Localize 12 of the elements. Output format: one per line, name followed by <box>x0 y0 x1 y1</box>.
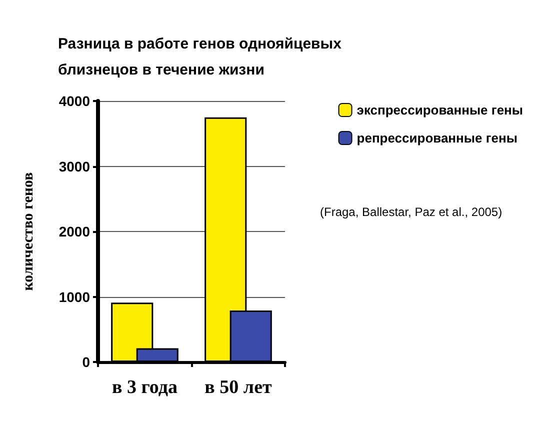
y-tick-label: 2000 <box>58 224 90 240</box>
y-tick-label: 3000 <box>58 158 90 174</box>
chart-title: Разница в работе генов однояйцевых близнецов в течение жизни <box>58 36 342 78</box>
x-tick-label: в 3 года <box>112 377 178 398</box>
legend-label: репрессированные гены <box>356 130 518 146</box>
y-tick-label: 4000 <box>58 93 90 109</box>
x-tick-label: в 50 лет <box>204 377 273 398</box>
y-tick-label: 1000 <box>58 288 90 305</box>
legend-label: экспрессированные гены <box>356 102 524 118</box>
text: (Fraga, Ballestar, Paz et al., 2005) <box>320 205 502 219</box>
y-tick-label: 0 <box>82 354 90 370</box>
y-axis-title: количество генов <box>20 172 36 291</box>
